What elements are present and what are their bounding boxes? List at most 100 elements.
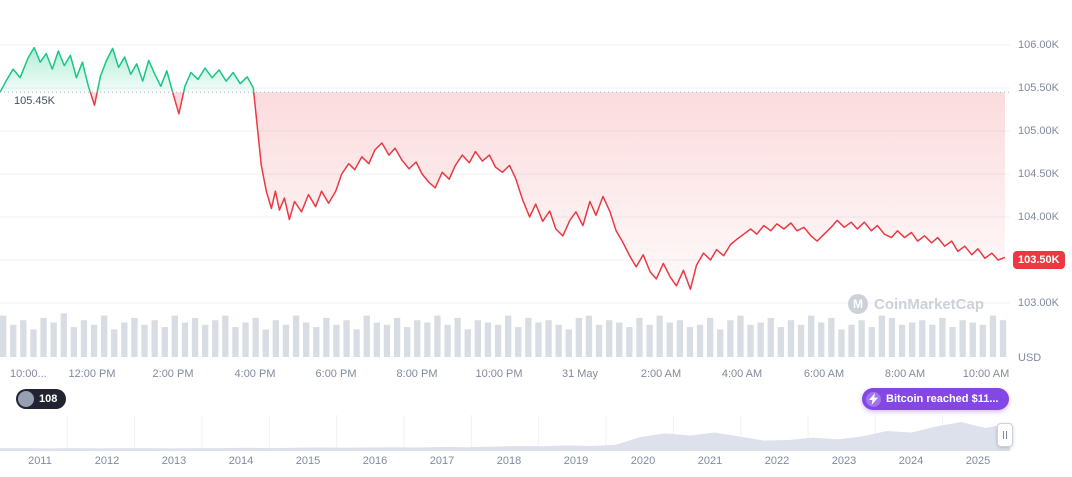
- volume-bar: [60, 313, 67, 357]
- lightning-icon: [866, 391, 881, 407]
- time-axis-tick: 4:00 PM: [234, 368, 276, 380]
- price-alert-badge[interactable]: Bitcoin reached $11...: [862, 388, 1009, 410]
- year-axis-tick: 2012: [94, 455, 120, 467]
- volume-bar: [30, 329, 37, 357]
- volume-bar: [727, 320, 734, 357]
- volume-bar: [10, 324, 17, 357]
- price-axis-tick: 105.00K: [1018, 125, 1059, 137]
- volume-bar: [565, 329, 572, 357]
- time-axis-tick: 8:00 AM: [884, 368, 926, 380]
- volume-bar: [393, 317, 401, 357]
- watermark-text: CoinMarketCap: [874, 295, 985, 313]
- drag-handle-icon: [1003, 431, 1004, 439]
- time-axis-tick: 6:00 PM: [315, 368, 357, 380]
- volume-bar: [757, 322, 764, 357]
- volume-bar: [343, 320, 350, 357]
- coinmarketcap-logo-icon: M: [848, 294, 868, 314]
- volume-bar: [878, 315, 885, 357]
- volume-bar: [202, 324, 209, 357]
- volume-bar: [282, 324, 290, 357]
- volume-bar: [464, 329, 471, 357]
- history-minimap[interactable]: [0, 415, 1010, 451]
- volume-bar: [131, 317, 138, 357]
- drag-handle-icon: [1006, 431, 1007, 439]
- time-axis-tick: 10:00 AM: [962, 368, 1010, 380]
- price-chart-canvas[interactable]: [0, 0, 1010, 357]
- range-handle[interactable]: [997, 423, 1013, 447]
- year-axis-tick: 2013: [161, 455, 187, 467]
- volume-bar: [737, 315, 744, 357]
- volume-bar: [555, 324, 562, 357]
- volume-bar: [121, 322, 128, 357]
- volume-bar: [959, 320, 966, 357]
- volume-bar: [494, 324, 502, 357]
- volume-bar: [434, 315, 441, 357]
- volume-bar: [777, 327, 784, 357]
- volume-bar: [101, 315, 108, 357]
- year-axis-tick: 2014: [228, 455, 254, 467]
- volume-bar: [535, 322, 542, 357]
- volume-bar: [353, 329, 360, 357]
- price-area-below-baseline: [0, 92, 1006, 290]
- volume-bar: [848, 324, 855, 357]
- volume-bar: [636, 317, 643, 357]
- volume-bar: [868, 327, 875, 357]
- volume-bar: [888, 317, 896, 357]
- volume-bar: [828, 317, 835, 357]
- avatar: [18, 391, 34, 407]
- volume-bar: [171, 315, 178, 357]
- volume-bar: [838, 329, 845, 357]
- volume-bar: [40, 317, 47, 357]
- time-axis-tick: 4:00 AM: [721, 368, 763, 380]
- time-axis-tick: 12:00 PM: [68, 368, 116, 380]
- year-axis-tick: 2025: [965, 455, 991, 467]
- volume-bar: [20, 320, 27, 357]
- volume-bar: [858, 320, 865, 357]
- volume-bar: [696, 324, 704, 357]
- volume-bar: [373, 322, 380, 357]
- year-axis-tick: 2018: [496, 455, 522, 467]
- year-axis-tick: 2024: [898, 455, 924, 467]
- current-price-badge: 103.50K: [1013, 251, 1065, 269]
- volume-bar: [70, 327, 77, 357]
- price-axis-tick: 106.00K: [1018, 39, 1059, 51]
- volume-bar: [939, 317, 946, 357]
- event-count-badge[interactable]: 108: [16, 389, 67, 409]
- year-axis-tick: 2016: [362, 455, 388, 467]
- volume-bar: [0, 315, 7, 357]
- baseline-price-label: 105.45K: [12, 95, 57, 107]
- time-axis-tick: 31 May: [561, 368, 599, 380]
- volume-bar: [444, 324, 451, 357]
- volume-bar: [141, 324, 148, 357]
- year-axis-tick: 2022: [764, 455, 790, 467]
- volume-bar: [666, 322, 673, 357]
- year-axis-tick: 2011: [28, 455, 52, 467]
- volume-bar: [313, 327, 320, 357]
- coinmarketcap-watermark: M CoinMarketCap: [848, 294, 984, 314]
- volume-bar: [686, 327, 694, 357]
- volume-bar: [111, 329, 118, 357]
- volume-bar: [646, 324, 653, 357]
- volume-bar: [414, 320, 421, 357]
- price-axis-tick: 104.00K: [1018, 211, 1059, 223]
- time-axis-tick: 10:00 PM: [475, 368, 523, 380]
- volume-bar: [383, 324, 391, 357]
- volume-bar: [505, 315, 512, 357]
- volume-bar: [797, 324, 805, 357]
- volume-bar: [787, 320, 795, 357]
- volume-bar: [151, 320, 158, 357]
- volume-bar: [424, 322, 431, 357]
- year-axis-tick: 2017: [429, 455, 455, 467]
- volume-bar: [80, 320, 88, 357]
- volume-bar: [575, 317, 582, 357]
- volume-bar: [50, 322, 57, 357]
- volume-bar: [90, 324, 98, 357]
- volume-bar: [717, 329, 724, 357]
- year-axis-tick: 2019: [563, 455, 589, 467]
- volume-bar: [969, 322, 976, 357]
- volume-bar: [929, 324, 936, 357]
- time-axis-tick: 2:00 AM: [640, 368, 682, 380]
- price-axis-tick: 103.00K: [1018, 297, 1059, 309]
- volume-bar: [262, 329, 269, 357]
